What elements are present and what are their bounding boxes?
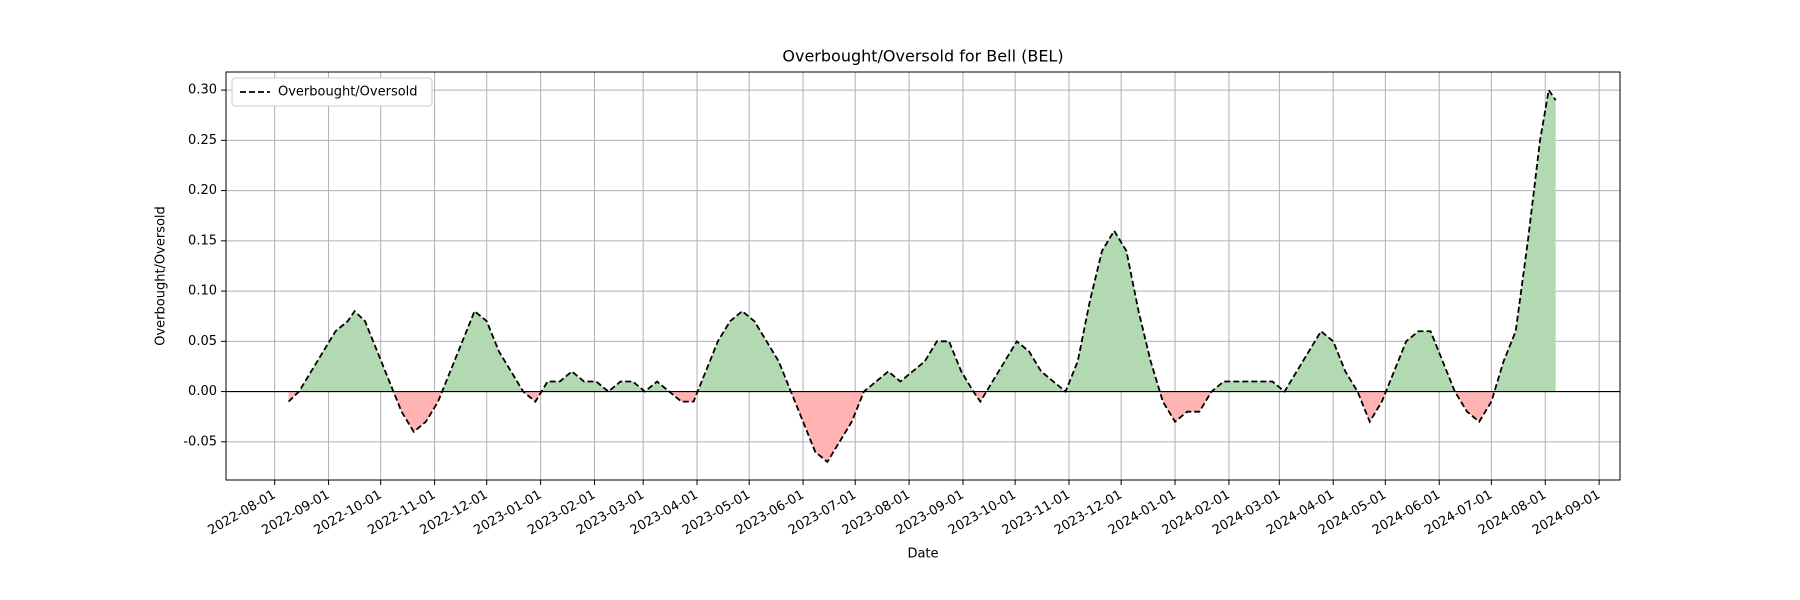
legend-box bbox=[231, 77, 433, 107]
plot-frame bbox=[225, 71, 1621, 481]
y-tick-label: 0.15 bbox=[188, 233, 217, 248]
negative-area bbox=[288, 391, 1495, 462]
y-tick-label: 0.20 bbox=[188, 183, 217, 198]
y-tick-label: 0.10 bbox=[188, 284, 217, 299]
positive-area bbox=[288, 90, 1556, 392]
y-tick-label: 0.05 bbox=[188, 334, 217, 349]
x-axis-label: Date bbox=[907, 547, 938, 562]
chart-title: Overbought/Oversold for Bell (BEL) bbox=[782, 47, 1063, 66]
legend-label: Overbought/Oversold bbox=[278, 85, 418, 100]
y-tick-label: 0.30 bbox=[188, 83, 217, 98]
y-tick-label: 0.25 bbox=[188, 133, 217, 148]
y-tick-label: 0.00 bbox=[188, 384, 217, 399]
y-axis-label: Overbought/Oversold bbox=[154, 206, 169, 346]
y-tick-label: -0.05 bbox=[183, 434, 217, 449]
legend: Overbought/Oversold bbox=[231, 77, 433, 107]
line bbox=[287, 87, 1557, 464]
